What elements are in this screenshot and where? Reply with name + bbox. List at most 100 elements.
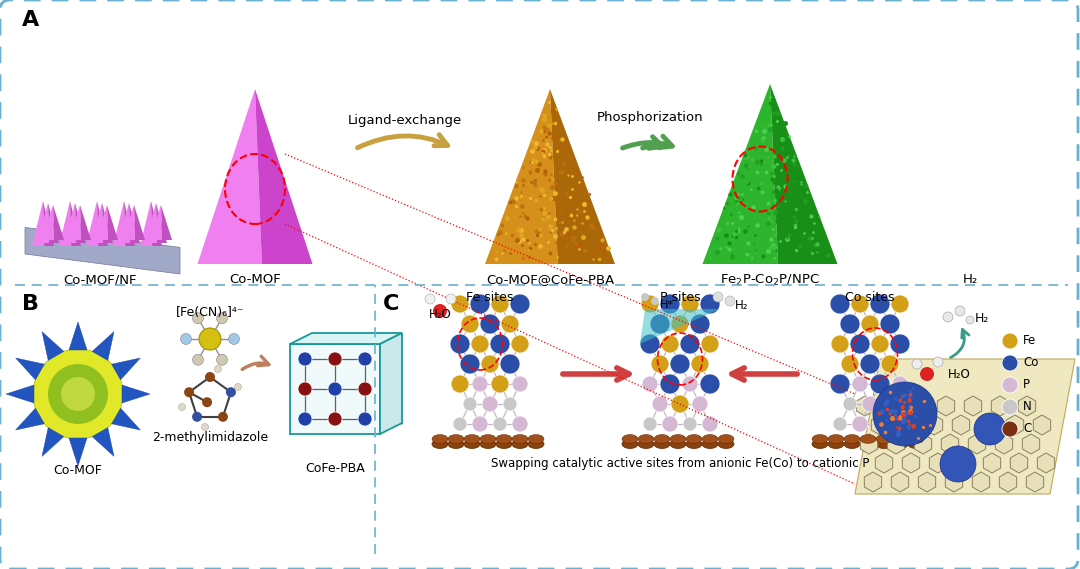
Ellipse shape — [528, 439, 544, 448]
Circle shape — [218, 412, 228, 422]
Circle shape — [491, 375, 509, 393]
Polygon shape — [102, 203, 113, 243]
Circle shape — [199, 328, 221, 350]
Polygon shape — [37, 203, 50, 243]
Circle shape — [671, 395, 689, 413]
Circle shape — [713, 292, 723, 302]
Ellipse shape — [480, 439, 496, 448]
Circle shape — [480, 314, 500, 334]
Circle shape — [681, 376, 698, 392]
Circle shape — [482, 396, 498, 412]
Text: C: C — [1023, 423, 1031, 435]
Circle shape — [660, 294, 680, 314]
Circle shape — [642, 295, 659, 313]
Circle shape — [852, 376, 868, 392]
Circle shape — [328, 412, 342, 426]
Circle shape — [202, 423, 208, 431]
Polygon shape — [899, 415, 916, 435]
Circle shape — [652, 396, 669, 412]
Polygon shape — [151, 201, 162, 246]
Ellipse shape — [496, 439, 512, 448]
Circle shape — [943, 312, 953, 322]
Circle shape — [205, 372, 215, 382]
Polygon shape — [111, 408, 140, 430]
Polygon shape — [64, 203, 77, 243]
Polygon shape — [25, 228, 180, 274]
Polygon shape — [945, 472, 962, 492]
Circle shape — [841, 355, 859, 373]
Circle shape — [870, 335, 889, 353]
Polygon shape — [855, 359, 1075, 494]
Polygon shape — [43, 201, 54, 246]
Text: Fe sites: Fe sites — [467, 291, 514, 304]
Circle shape — [451, 295, 469, 313]
Polygon shape — [42, 332, 64, 360]
Polygon shape — [97, 201, 108, 246]
Polygon shape — [964, 396, 982, 416]
Polygon shape — [53, 205, 64, 240]
Polygon shape — [107, 205, 118, 240]
Polygon shape — [96, 205, 108, 240]
Ellipse shape — [512, 439, 528, 448]
Text: Co-MOF/NF: Co-MOF/NF — [64, 273, 137, 286]
Circle shape — [892, 376, 908, 392]
Circle shape — [683, 417, 697, 431]
Ellipse shape — [860, 439, 876, 448]
Text: H₂: H₂ — [962, 273, 977, 286]
Polygon shape — [129, 203, 140, 243]
Text: H₂O: H₂O — [429, 308, 451, 321]
Circle shape — [357, 352, 372, 366]
Polygon shape — [118, 203, 131, 243]
Ellipse shape — [622, 435, 638, 443]
FancyBboxPatch shape — [289, 344, 380, 434]
Ellipse shape — [718, 435, 734, 443]
Polygon shape — [856, 396, 874, 416]
Text: Co: Co — [1023, 357, 1038, 369]
Polygon shape — [123, 205, 135, 240]
Polygon shape — [86, 201, 98, 246]
Polygon shape — [640, 309, 720, 344]
Circle shape — [725, 296, 735, 306]
Polygon shape — [891, 472, 908, 492]
Text: C: C — [383, 294, 400, 314]
Ellipse shape — [432, 435, 448, 443]
Circle shape — [881, 355, 899, 373]
Polygon shape — [485, 89, 557, 264]
Circle shape — [843, 397, 858, 411]
Text: P: P — [1023, 378, 1030, 391]
Circle shape — [671, 315, 689, 333]
Circle shape — [512, 416, 528, 432]
Circle shape — [643, 417, 657, 431]
Polygon shape — [15, 358, 44, 380]
Circle shape — [955, 306, 966, 316]
Ellipse shape — [812, 435, 828, 443]
Text: Fe: Fe — [1023, 335, 1036, 348]
Ellipse shape — [480, 435, 496, 443]
Ellipse shape — [908, 435, 924, 443]
Circle shape — [298, 382, 312, 396]
Circle shape — [503, 397, 517, 411]
Polygon shape — [69, 205, 81, 240]
Polygon shape — [59, 201, 71, 246]
Circle shape — [880, 314, 900, 334]
Polygon shape — [864, 472, 881, 492]
Ellipse shape — [828, 439, 843, 448]
Polygon shape — [972, 472, 989, 492]
Polygon shape — [48, 203, 59, 243]
Polygon shape — [875, 453, 893, 473]
Circle shape — [357, 412, 372, 426]
Text: Phosphorization: Phosphorization — [596, 111, 703, 124]
Circle shape — [1002, 421, 1018, 437]
Text: [Fe(CN)₆]⁴⁻: [Fe(CN)₆]⁴⁻ — [176, 306, 244, 319]
Polygon shape — [872, 415, 889, 435]
Circle shape — [833, 417, 847, 431]
Polygon shape — [150, 205, 162, 240]
Circle shape — [851, 295, 869, 313]
Circle shape — [178, 403, 186, 410]
Ellipse shape — [686, 439, 702, 448]
Ellipse shape — [654, 439, 670, 448]
Ellipse shape — [686, 435, 702, 443]
Ellipse shape — [908, 439, 924, 448]
Polygon shape — [953, 415, 970, 435]
Ellipse shape — [622, 439, 638, 448]
